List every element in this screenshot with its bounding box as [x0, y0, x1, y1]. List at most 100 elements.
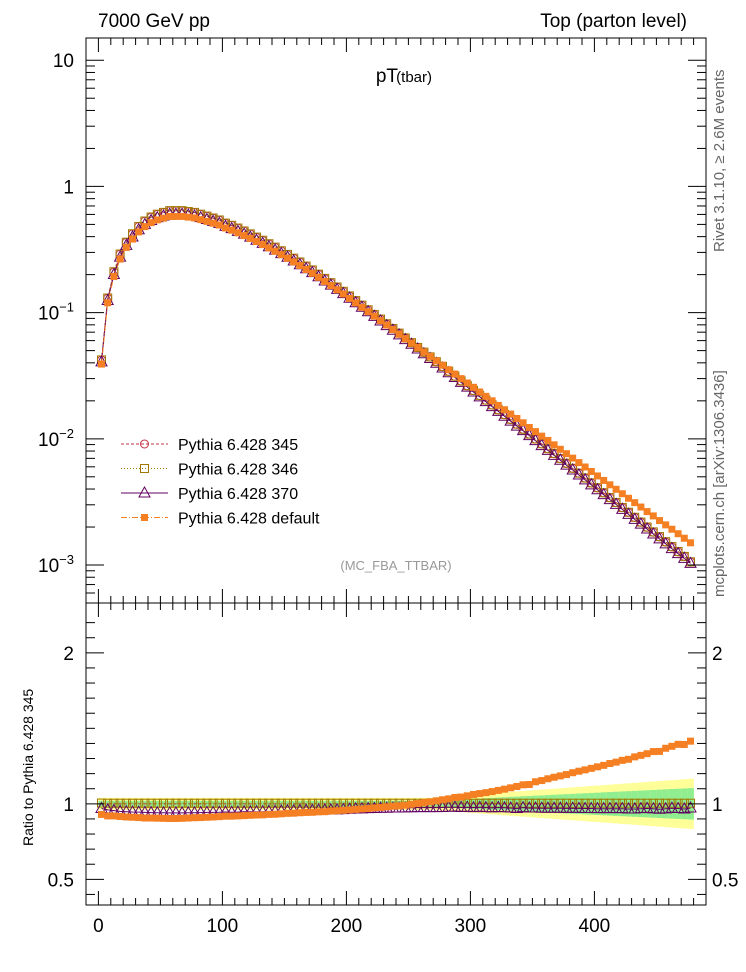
- ratio-y-tick-label: 1: [63, 795, 74, 816]
- ratio-point-s370: [529, 801, 542, 813]
- data-point-default: [451, 370, 459, 378]
- x-tick-label: 200: [331, 916, 363, 937]
- ratio-point-s346: [568, 798, 578, 808]
- process-label: Top (parton level): [540, 11, 687, 32]
- ratio-point-default: [519, 781, 527, 789]
- legend-item-s345: Pythia 6.428 345: [121, 437, 298, 454]
- legend-item-s346: Pythia 6.428 346: [121, 462, 298, 479]
- data-point-default: [327, 282, 335, 290]
- x-tick-label: 0: [93, 916, 104, 937]
- data-point-default: [315, 273, 322, 281]
- data-point-default: [110, 273, 118, 281]
- ratio-point-s346: [245, 798, 255, 808]
- ratio-point-default: [166, 814, 174, 822]
- ratio-y-label: Ratio to Pythia 6.428 345: [20, 689, 36, 846]
- ratio-point-s370: [603, 801, 617, 814]
- ratio-point-s346: [326, 798, 336, 808]
- ratio-y-tick-label-right: 0.5: [712, 870, 738, 891]
- data-point-default: [339, 290, 347, 298]
- data-point-default: [482, 392, 490, 400]
- data-point-default: [240, 232, 248, 240]
- legend-label: Pythia 6.428 346: [178, 462, 298, 479]
- ratio-point-default: [339, 806, 347, 814]
- data-point-default: [439, 361, 446, 369]
- data-point-default: [507, 410, 515, 418]
- y-tick-label: 10: [53, 51, 74, 72]
- ratio-point-s346: [661, 798, 671, 808]
- series-line-s345: [101, 210, 691, 563]
- ratio-point-s370: [436, 800, 449, 812]
- data-point-default: [122, 243, 130, 251]
- ratio-point-default: [463, 792, 471, 800]
- ratio-point-s346: [605, 798, 615, 808]
- data-point-default: [606, 481, 614, 489]
- ratio-point-default: [432, 797, 440, 805]
- ratio-point-s346: [512, 798, 522, 808]
- series-line-s346: [101, 210, 691, 563]
- data-point-default: [525, 423, 533, 431]
- analysis-label: (MC_FBA_TTBAR): [340, 558, 451, 573]
- data-point-default: [662, 521, 670, 529]
- ratio-point-s346: [252, 798, 261, 808]
- ratio-point-default: [315, 808, 322, 816]
- data-point-s370: [584, 477, 598, 490]
- ratio-series-default: [98, 737, 694, 822]
- data-point-default: [420, 348, 428, 356]
- ratio-point-default: [600, 761, 608, 769]
- ratio-point-default: [581, 766, 589, 774]
- ratio-point-s346: [624, 798, 633, 808]
- ratio-point-default: [110, 812, 118, 820]
- ratio-point-s370: [615, 801, 629, 814]
- band-green: [129, 800, 136, 807]
- legend-item-default: Pythia 6.428 default: [121, 511, 320, 528]
- ratio-point-s370: [572, 801, 586, 813]
- ratio-point-default: [494, 786, 502, 794]
- chart-title-sub: (tbar): [396, 69, 432, 86]
- data-point-default: [494, 401, 502, 409]
- data-point-default: [197, 216, 205, 224]
- ratio-point-default: [98, 810, 105, 818]
- ratio-point-s346: [543, 798, 553, 808]
- ratio-point-s346: [295, 798, 305, 808]
- ratio-point-s346: [599, 798, 609, 808]
- ratio-point-default: [222, 812, 229, 820]
- ratio-point-s346: [258, 798, 268, 808]
- ratio-point-default: [277, 810, 285, 818]
- data-point-default: [414, 344, 422, 352]
- ratio-point-default: [290, 809, 298, 817]
- ratio-point-s346: [524, 798, 534, 808]
- band-green: [179, 800, 186, 807]
- ratio-point-default: [153, 814, 161, 822]
- ratio-point-default: [668, 742, 676, 750]
- ratio-point-s346: [648, 798, 658, 808]
- ratio-point-default: [333, 807, 341, 815]
- data-point-default: [463, 379, 471, 387]
- ratio-point-default: [370, 804, 378, 812]
- ratio-point-default: [160, 814, 167, 822]
- data-point-default: [383, 321, 391, 329]
- data-point-s370: [597, 487, 611, 500]
- data-point-s370: [591, 482, 604, 495]
- data-point-default: [209, 219, 217, 227]
- ratio-point-default: [253, 811, 260, 819]
- ratio-point-s346: [630, 798, 640, 808]
- ratio-point-default: [538, 777, 546, 785]
- band-green: [569, 793, 577, 814]
- ratio-point-default: [470, 790, 477, 798]
- ratio-point-s346: [562, 798, 571, 808]
- ratio-point-s346: [121, 798, 131, 808]
- ratio-point-default: [550, 773, 558, 781]
- data-point-default: [538, 432, 546, 440]
- ratio-point-s346: [314, 798, 323, 808]
- data-point-s370: [653, 531, 666, 544]
- ratio-point-s346: [611, 798, 621, 808]
- ratio-point-default: [656, 747, 663, 755]
- data-point-default: [389, 326, 397, 334]
- ratio-point-default: [488, 788, 496, 796]
- data-point-default: [284, 254, 291, 262]
- ratio-point-default: [215, 813, 223, 821]
- band-green: [123, 800, 130, 807]
- ratio-plot-area: [95, 737, 697, 829]
- data-point-default: [575, 459, 583, 467]
- data-point-s370: [615, 502, 629, 514]
